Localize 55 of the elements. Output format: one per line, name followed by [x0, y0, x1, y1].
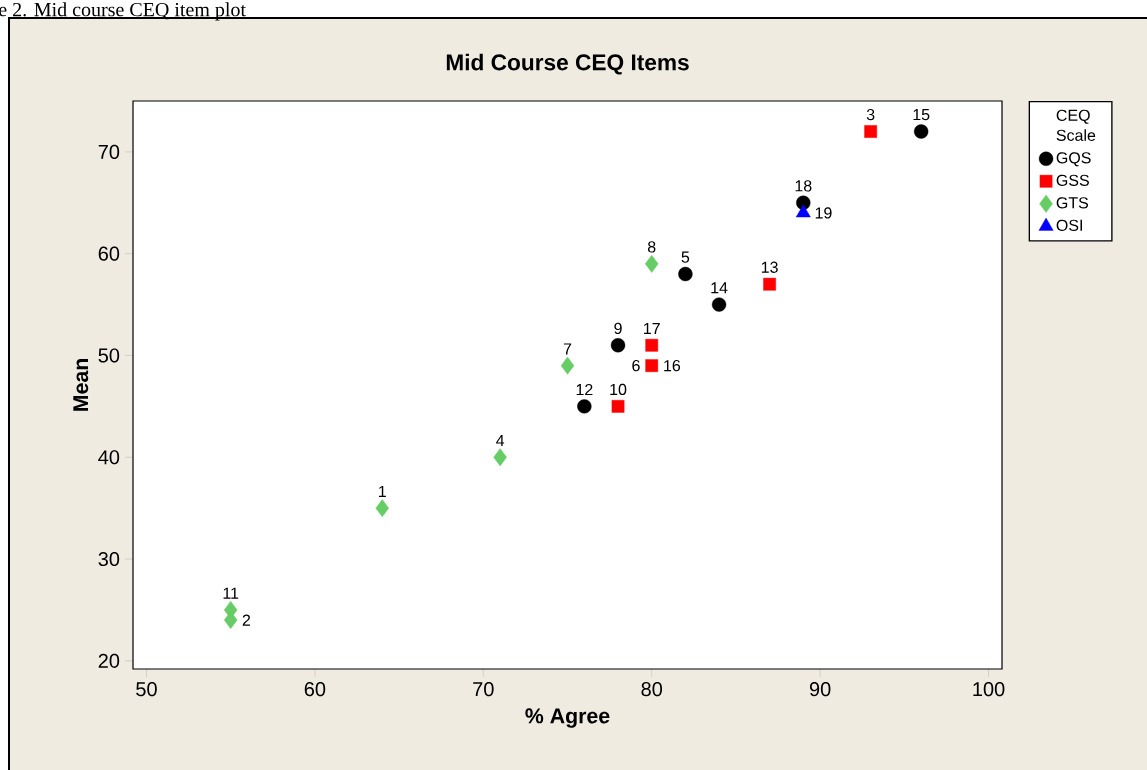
- annotation: 7: [563, 343, 572, 355]
- legend-label: OSI: [1056, 219, 1082, 231]
- y-tick-label: 70: [98, 144, 120, 159]
- point: [645, 254, 659, 273]
- annotation: 17: [644, 323, 660, 335]
- text: e 2. Mid course CEQ item plot: [0, 2, 246, 21]
- legend-label: GSS: [1056, 174, 1089, 186]
- y-tick-label: 30: [98, 551, 120, 567]
- annotation: 8: [647, 241, 656, 253]
- x-tick-label: 90: [809, 682, 831, 697]
- y-tick-label: 50: [98, 348, 120, 363]
- y-tick-label: 20: [98, 653, 120, 668]
- x-tick-label: 80: [641, 682, 663, 697]
- annotation: 18: [795, 180, 812, 192]
- point: [645, 359, 659, 372]
- point: [711, 297, 727, 312]
- y-tick-label: 40: [98, 450, 120, 465]
- point: [611, 400, 625, 413]
- legend-label: GTS: [1056, 197, 1089, 209]
- annotation: 6: [632, 359, 640, 372]
- point: [678, 266, 693, 282]
- annotation: 12: [576, 383, 593, 396]
- point: [645, 338, 659, 352]
- annotation: 19: [815, 207, 832, 219]
- x-tick-label: 50: [136, 682, 157, 697]
- point: [610, 338, 626, 353]
- point: [375, 499, 389, 518]
- point: [493, 448, 507, 467]
- point: [560, 356, 575, 375]
- annotation: 9: [614, 322, 622, 335]
- annotation: 10: [610, 383, 627, 396]
- annotation: 14: [711, 282, 728, 294]
- chart-title: Mid Course CEQ Items: [446, 53, 689, 75]
- point: [577, 399, 592, 414]
- x-tick-label: 70: [473, 682, 494, 697]
- annotation: 4: [496, 434, 505, 446]
- x-tick-label: 100: [973, 682, 1005, 697]
- annotation: 13: [761, 261, 778, 273]
- annotation: 1: [379, 485, 386, 497]
- annotation: 16: [664, 359, 681, 372]
- y-axis-title: Mean: [73, 359, 89, 411]
- annotation: 2: [242, 614, 251, 626]
- x-axis-title: % Agree: [525, 708, 610, 728]
- legend-label: GQS: [1056, 152, 1091, 167]
- point: [795, 204, 811, 218]
- annotation: 3: [866, 108, 875, 121]
- point: [914, 124, 929, 139]
- point: [763, 277, 776, 291]
- y-tick-label: 60: [98, 246, 120, 261]
- point: [864, 125, 877, 138]
- legend-title: CEQ Scale: [1056, 109, 1096, 141]
- annotation: 15: [913, 109, 930, 121]
- x-tick-label: 60: [304, 682, 326, 697]
- annotation: 5: [681, 251, 690, 263]
- annotation: 11: [223, 587, 239, 599]
